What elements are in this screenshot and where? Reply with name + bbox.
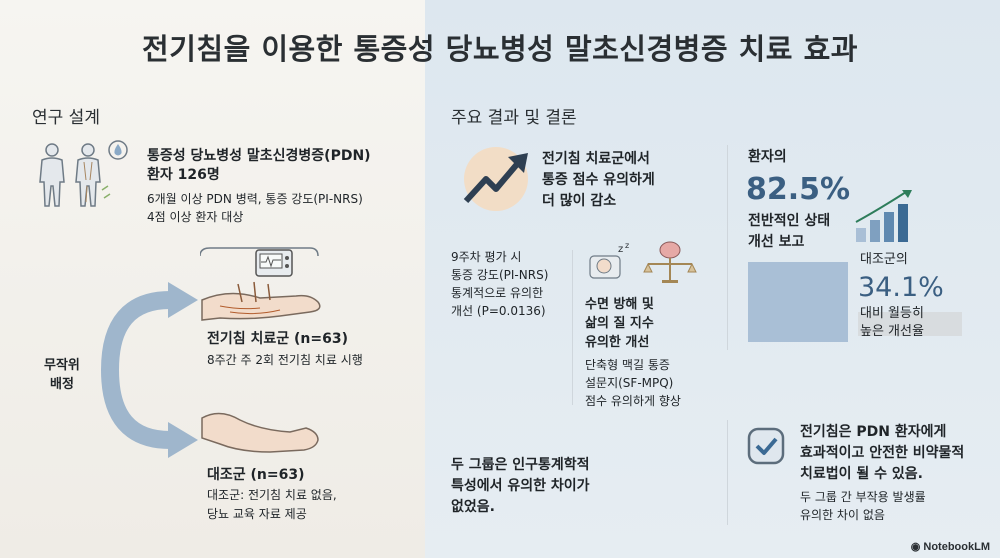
pain-title-line2: 통증 점수 유의하게 xyxy=(542,172,655,188)
sleep-icon: z z xyxy=(588,240,638,286)
sleep-title-line2: 삶의 질 지수 xyxy=(585,316,654,331)
random-line2: 배정 xyxy=(50,377,74,392)
logo-text: NotebookLM xyxy=(923,541,990,553)
divider xyxy=(727,145,728,350)
criteria-line2: 4점 이상 환자 대상 xyxy=(147,210,244,224)
patient-improvement-bar xyxy=(748,262,848,342)
baseline-line1: 두 그룹은 인구통계학적 xyxy=(451,457,590,473)
check-badge-icon xyxy=(746,426,786,470)
baseline-line3: 없었음. xyxy=(451,499,495,515)
safety-line1: 두 그룹 간 부작용 발생률 xyxy=(800,490,926,504)
page-title: 전기침을 이용한 통증성 당뇨병성 말초신경병증 치료 효과 xyxy=(142,32,858,66)
divider xyxy=(572,250,573,405)
brain-scale-icon xyxy=(640,240,700,289)
divider xyxy=(727,420,728,525)
treatment-desc: 8주간 주 2회 전기침 치료 시행 xyxy=(207,353,363,367)
sleep-desc-line3: 점수 유의하게 향상 xyxy=(585,394,681,408)
trend-up-icon xyxy=(462,145,534,217)
results-heading: 주요 결과 및 결론 xyxy=(451,108,577,128)
patient-desc-line2: 개선 보고 xyxy=(748,234,805,250)
design-heading: 연구 설계 xyxy=(32,108,100,128)
left-panel-background xyxy=(0,0,425,558)
pain-title-line3: 더 많이 감소 xyxy=(542,193,617,209)
pain-desc-line2: 통증 강도(PI-NRS) xyxy=(451,268,549,282)
patients-icon xyxy=(32,140,132,214)
sleep-desc-line2: 설문지(SF-MPQ) xyxy=(585,376,674,390)
control-arm-icon xyxy=(200,404,330,468)
random-line1: 무작위 xyxy=(44,358,80,373)
conclusion-line3: 치료법이 될 수 있음. xyxy=(800,466,923,482)
pain-desc-line1: 9주차 평가 시 xyxy=(451,250,522,264)
notebooklm-logo: ◉ NotebookLM xyxy=(911,540,990,553)
treatment-arm-icon xyxy=(200,280,330,334)
logo-mark-icon: ◉ xyxy=(910,541,924,553)
criteria-line1: 6개월 이상 PDN 병력, 통증 강도(PI-NRS) xyxy=(147,192,363,206)
randomization-arrows xyxy=(80,270,210,474)
right-panel-background xyxy=(425,0,1000,558)
safety-line2: 유의한 차이 없음 xyxy=(800,508,885,522)
svg-text:z: z xyxy=(625,241,629,250)
conclusion-line2: 효과적이고 안전한 비약물적 xyxy=(800,445,965,461)
patients-line2: 환자 126명 xyxy=(147,167,220,183)
sleep-desc-line1: 단축형 맥길 통증 xyxy=(585,358,670,372)
control-desc-line1: 대조군: 전기침 치료 없음, xyxy=(207,488,337,502)
conclusion-line1: 전기침은 PDN 환자에게 xyxy=(800,424,947,440)
bar-chart-icon xyxy=(852,188,916,248)
electroacupuncture-device-icon xyxy=(199,246,320,300)
baseline-line2: 특성에서 유의한 차이가 xyxy=(451,478,590,494)
sleep-title-line3: 유의한 개선 xyxy=(585,335,650,350)
control-desc-line1: 대비 월등히 xyxy=(860,306,924,321)
patient-label: 환자의 xyxy=(748,149,787,165)
sleep-title-line1: 수면 방해 및 xyxy=(585,297,654,312)
control-percent: 34.1% xyxy=(858,272,944,303)
control-desc-line2: 당뇨 교육 자료 제공 xyxy=(207,507,307,521)
control-label: 대조군의 xyxy=(860,252,908,267)
control-improvement-bar xyxy=(858,312,962,336)
patient-desc-line1: 전반적인 상태 xyxy=(748,213,831,229)
control-title: 대조군 (n=63) xyxy=(207,467,305,483)
patient-percent: 82.5% xyxy=(746,172,851,207)
patients-line1: 통증성 당뇨병성 말초신경병증(PDN) xyxy=(147,148,371,164)
treatment-title: 전기침 치료군 (n=63) xyxy=(207,331,349,347)
pain-desc-line3: 통계적으로 유의한 xyxy=(451,286,544,300)
svg-text:z: z xyxy=(618,244,623,255)
pain-desc-line4: 개선 (P=0.0136) xyxy=(451,304,546,318)
control-desc-line2: 높은 개선율 xyxy=(860,324,924,339)
pain-title-line1: 전기침 치료군에서 xyxy=(542,151,650,167)
